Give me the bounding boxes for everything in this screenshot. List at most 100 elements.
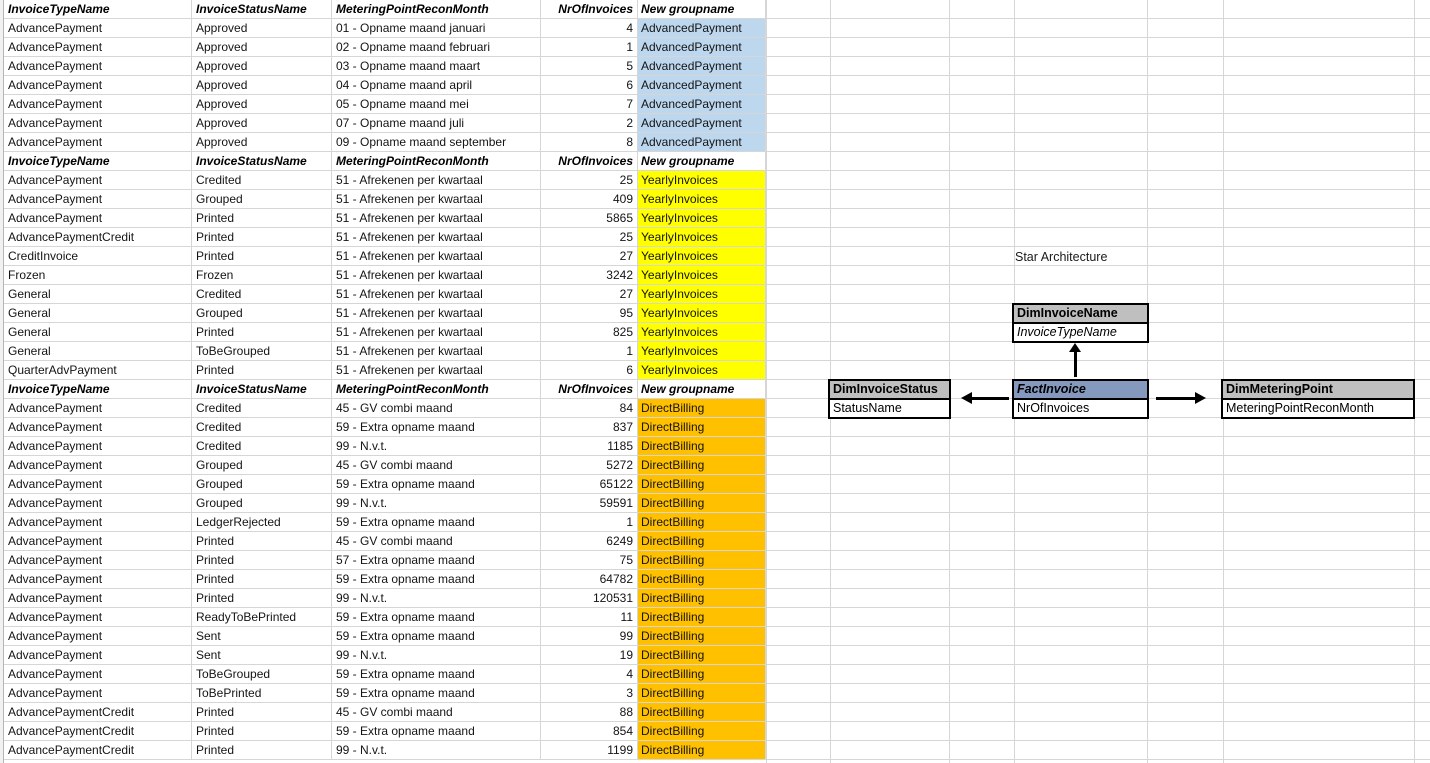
data-cell[interactable]: DirectBilling xyxy=(638,589,766,608)
data-cell[interactable]: Printed xyxy=(192,228,332,247)
column-header-cell[interactable]: MeteringPointReconMonth xyxy=(332,152,541,171)
data-cell[interactable]: 51 - Afrekenen per kwartaal xyxy=(332,323,541,342)
data-cell[interactable]: AdvancePayment xyxy=(4,437,192,456)
data-cell[interactable]: 5272 xyxy=(541,456,638,475)
column-header-cell[interactable]: NrOfInvoices xyxy=(541,152,638,171)
data-cell[interactable]: AdvancePayment xyxy=(4,38,192,57)
data-cell[interactable]: Credited xyxy=(192,171,332,190)
data-cell[interactable]: Printed xyxy=(192,247,332,266)
data-cell[interactable]: 65122 xyxy=(541,475,638,494)
data-cell[interactable]: AdvancedPayment xyxy=(638,57,766,76)
data-cell[interactable]: 75 xyxy=(541,551,638,570)
data-cell[interactable]: Credited xyxy=(192,285,332,304)
data-cell[interactable]: 8 xyxy=(541,133,638,152)
data-cell[interactable]: 45 - GV combi maand xyxy=(332,399,541,418)
data-cell[interactable]: 64782 xyxy=(541,570,638,589)
data-cell[interactable]: Printed xyxy=(192,570,332,589)
data-cell[interactable]: Printed xyxy=(192,741,332,760)
data-cell[interactable]: 99 - N.v.t. xyxy=(332,741,541,760)
column-header-cell[interactable]: InvoiceStatusName xyxy=(192,0,332,19)
data-cell[interactable]: 120531 xyxy=(541,589,638,608)
data-cell[interactable]: AdvancedPayment xyxy=(638,95,766,114)
data-cell[interactable]: 99 - N.v.t. xyxy=(332,646,541,665)
data-cell[interactable]: 02 - Opname maand februari xyxy=(332,38,541,57)
data-cell[interactable]: Grouped xyxy=(192,190,332,209)
data-cell[interactable]: AdvancePayment xyxy=(4,190,192,209)
data-cell[interactable]: 88 xyxy=(541,703,638,722)
column-header-cell[interactable]: MeteringPointReconMonth xyxy=(332,380,541,399)
data-cell[interactable]: 854 xyxy=(541,722,638,741)
data-cell[interactable]: YearlyInvoices xyxy=(638,304,766,323)
data-cell[interactable]: 51 - Afrekenen per kwartaal xyxy=(332,342,541,361)
data-cell[interactable]: DirectBilling xyxy=(638,741,766,760)
data-cell[interactable]: ToBePrinted xyxy=(192,684,332,703)
dim-invoice-status-box[interactable]: DimInvoiceStatus StatusName xyxy=(828,379,951,419)
data-cell[interactable]: AdvancePayment xyxy=(4,57,192,76)
data-cell[interactable]: YearlyInvoices xyxy=(638,323,766,342)
data-cell[interactable]: Grouped xyxy=(192,475,332,494)
data-cell[interactable]: 95 xyxy=(541,304,638,323)
data-cell[interactable]: General xyxy=(4,304,192,323)
data-cell[interactable]: 01 - Opname maand januari xyxy=(332,19,541,38)
data-cell[interactable]: 59 - Extra opname maand xyxy=(332,684,541,703)
data-cell[interactable]: 5865 xyxy=(541,209,638,228)
column-header-cell[interactable]: NrOfInvoices xyxy=(541,380,638,399)
data-cell[interactable]: YearlyInvoices xyxy=(638,209,766,228)
data-cell[interactable]: 07 - Opname maand juli xyxy=(332,114,541,133)
data-cell[interactable]: AdvancePayment xyxy=(4,589,192,608)
data-cell[interactable]: 27 xyxy=(541,285,638,304)
column-header-cell[interactable]: InvoiceTypeName xyxy=(4,0,192,19)
data-cell[interactable]: 51 - Afrekenen per kwartaal xyxy=(332,228,541,247)
data-cell[interactable]: AdvancedPayment xyxy=(638,114,766,133)
data-cell[interactable]: QuarterAdvPayment xyxy=(4,361,192,380)
data-cell[interactable]: Approved xyxy=(192,95,332,114)
data-cell[interactable]: Approved xyxy=(192,114,332,133)
column-header-cell[interactable]: InvoiceTypeName xyxy=(4,152,192,171)
column-header-cell[interactable]: New groupname xyxy=(638,152,766,171)
data-cell[interactable]: 27 xyxy=(541,247,638,266)
data-cell[interactable]: ToBeGrouped xyxy=(192,342,332,361)
data-cell[interactable]: DirectBilling xyxy=(638,551,766,570)
data-cell[interactable]: DirectBilling xyxy=(638,703,766,722)
data-cell[interactable]: AdvancedPayment xyxy=(638,19,766,38)
data-cell[interactable]: YearlyInvoices xyxy=(638,361,766,380)
data-cell[interactable]: Approved xyxy=(192,76,332,95)
data-cell[interactable]: AdvancePaymentCredit xyxy=(4,703,192,722)
data-cell[interactable]: AdvancePayment xyxy=(4,76,192,95)
data-cell[interactable]: 45 - GV combi maand xyxy=(332,703,541,722)
data-cell[interactable]: 25 xyxy=(541,228,638,247)
data-cell[interactable]: 6 xyxy=(541,361,638,380)
data-cell[interactable]: 19 xyxy=(541,646,638,665)
data-cell[interactable]: 2 xyxy=(541,114,638,133)
data-cell[interactable]: AdvancePayment xyxy=(4,608,192,627)
data-cell[interactable]: Grouped xyxy=(192,494,332,513)
data-cell[interactable]: DirectBilling xyxy=(638,437,766,456)
data-cell[interactable]: DirectBilling xyxy=(638,532,766,551)
data-cell[interactable]: Sent xyxy=(192,627,332,646)
data-cell[interactable]: 45 - GV combi maand xyxy=(332,456,541,475)
column-header-cell[interactable]: New groupname xyxy=(638,0,766,19)
data-cell[interactable]: YearlyInvoices xyxy=(638,342,766,361)
data-cell[interactable]: DirectBilling xyxy=(638,456,766,475)
dim-metering-point-box[interactable]: DimMeteringPoint MeteringPointReconMonth xyxy=(1221,379,1415,419)
data-cell[interactable]: 3 xyxy=(541,684,638,703)
data-cell[interactable]: 11 xyxy=(541,608,638,627)
data-cell[interactable]: 7 xyxy=(541,95,638,114)
data-cell[interactable]: Credited xyxy=(192,418,332,437)
data-cell[interactable]: LedgerRejected xyxy=(192,513,332,532)
data-cell[interactable]: Printed xyxy=(192,551,332,570)
column-header-cell[interactable]: New groupname xyxy=(638,380,766,399)
data-cell[interactable]: AdvancePayment xyxy=(4,627,192,646)
data-cell[interactable]: AdvancePayment xyxy=(4,513,192,532)
data-cell[interactable]: 59 - Extra opname maand xyxy=(332,722,541,741)
data-cell[interactable]: AdvancePaymentCredit xyxy=(4,228,192,247)
data-cell[interactable]: AdvancePaymentCredit xyxy=(4,741,192,760)
data-cell[interactable]: 825 xyxy=(541,323,638,342)
data-cell[interactable]: 59 - Extra opname maand xyxy=(332,513,541,532)
data-cell[interactable]: AdvancePayment xyxy=(4,494,192,513)
data-cell[interactable]: AdvancedPayment xyxy=(638,38,766,57)
data-cell[interactable]: AdvancePayment xyxy=(4,114,192,133)
data-cell[interactable]: Printed xyxy=(192,589,332,608)
data-cell[interactable]: 1 xyxy=(541,342,638,361)
data-cell[interactable]: 59 - Extra opname maand xyxy=(332,627,541,646)
